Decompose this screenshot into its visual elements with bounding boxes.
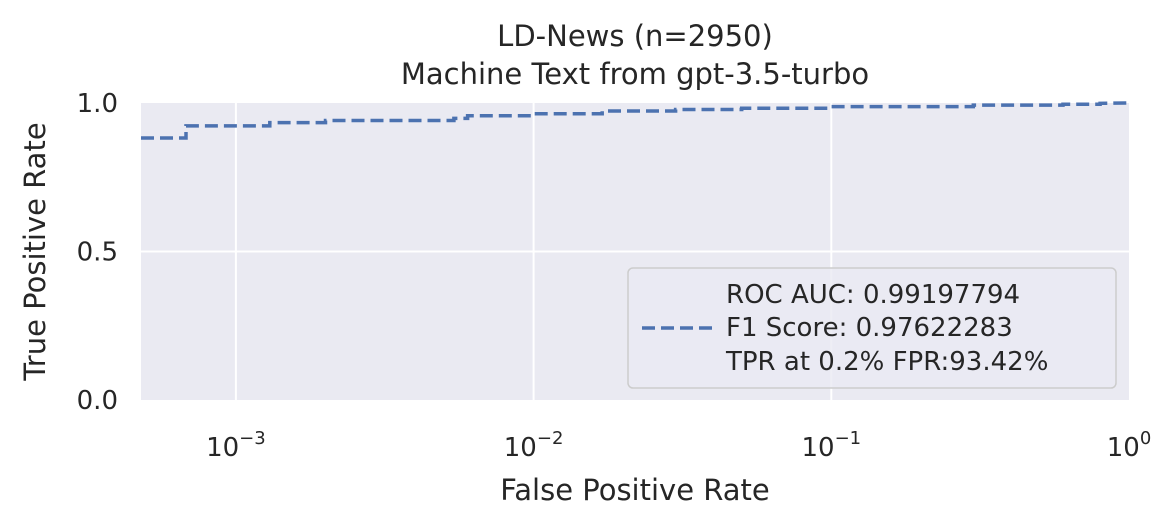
x-tick-label: 100 (1107, 428, 1152, 463)
x-axis-label: False Positive Rate (500, 473, 770, 507)
x-tick-labels: 10−3 10−2 10−1 100 (206, 428, 1151, 463)
x-tick-label: 10−1 (801, 428, 861, 463)
legend: ROC AUC: 0.99197794 F1 Score: 0.97622283… (627, 267, 1117, 389)
chart-title: LD-News (n=2950) (497, 19, 773, 53)
x-tick-base: 10 (504, 433, 537, 463)
x-tick-exponent: −1 (835, 428, 862, 449)
y-tick-label: 0.5 (77, 238, 118, 268)
legend-box (627, 267, 1117, 389)
x-tick-exponent: −3 (239, 428, 266, 449)
y-tick-label: 1.0 (77, 89, 118, 119)
x-tick-label: 10−2 (504, 428, 564, 463)
x-tick-exponent: 0 (1140, 428, 1151, 449)
grid-lines (141, 103, 1129, 400)
y-axis-label: True Positive Rate (18, 122, 52, 381)
y-tick-labels: 0.0 0.5 1.0 (77, 89, 118, 416)
x-tick-base: 10 (1107, 433, 1140, 463)
x-tick-base: 10 (801, 433, 834, 463)
series-layer (141, 101, 1130, 140)
y-tick-label: 0.0 (77, 386, 118, 416)
legend-line-1: ROC AUC: 0.99197794 (726, 280, 1020, 310)
x-tick-exponent: −2 (537, 428, 564, 449)
roc-curve-line (141, 101, 1130, 140)
x-tick-label: 10−3 (206, 428, 266, 463)
x-tick-base: 10 (206, 433, 239, 463)
legend-line-3: TPR at 0.2% FPR:93.42% (725, 347, 1048, 377)
legend-line-2: F1 Score: 0.97622283 (726, 313, 1013, 343)
chart-subtitle: Machine Text from gpt-3.5-turbo (401, 57, 869, 91)
